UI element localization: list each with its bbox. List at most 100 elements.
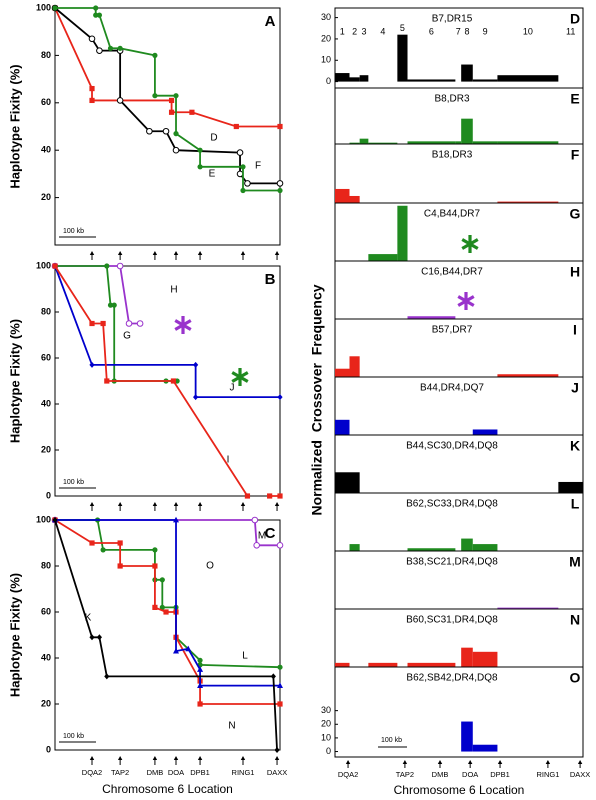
series-line	[54, 7, 280, 128]
panel-title: B62,SB42,DR4,DQ8	[406, 673, 498, 684]
y-tick-label: 20	[321, 33, 331, 43]
bar	[497, 141, 559, 144]
bar	[461, 721, 473, 752]
interval-label: 5	[400, 23, 405, 33]
point	[162, 127, 170, 135]
panel-label: L	[571, 496, 580, 512]
bar	[335, 73, 350, 82]
gene-label: DPB1	[490, 770, 510, 779]
series-label: G	[123, 331, 131, 342]
bar	[472, 141, 498, 144]
y-tick-label: 60	[41, 606, 51, 616]
point	[93, 5, 99, 11]
series-label: F	[255, 161, 261, 172]
panel-label: A	[265, 13, 276, 30]
point	[159, 577, 165, 583]
gene-arrow-head	[577, 760, 583, 764]
panel-title: B62,SC33,DR4,DQ8	[406, 499, 498, 510]
point	[96, 634, 103, 641]
point	[197, 147, 203, 153]
point	[152, 604, 158, 610]
gene-label: RING1	[536, 770, 559, 779]
gene-arrow-head	[545, 760, 551, 764]
y-tick-label: 40	[41, 398, 51, 408]
bar	[407, 316, 456, 319]
gene-arrow-head	[117, 756, 123, 760]
y-tick-label: 40	[41, 145, 51, 155]
y-tick-label: 0	[46, 744, 51, 754]
y-tick-label: 100	[36, 2, 51, 12]
y-tick-label: 0	[326, 76, 331, 86]
gene-label: DQA2	[82, 768, 102, 777]
point	[197, 666, 204, 672]
point	[270, 673, 276, 680]
y-tick-label: 20	[41, 192, 51, 202]
scale-bar-label: 100 kb	[63, 733, 84, 740]
point	[107, 45, 114, 51]
x-axis-label: Chromosome 6 Location	[102, 782, 233, 796]
point	[96, 47, 103, 54]
bar	[472, 79, 498, 82]
bar	[335, 419, 350, 435]
bar	[368, 142, 398, 144]
panel-title: B44,SC30,DR4,DQ8	[406, 441, 498, 452]
point	[274, 747, 280, 753]
star	[231, 371, 249, 383]
point	[89, 361, 95, 368]
point	[197, 657, 203, 663]
panel-label: B	[265, 271, 276, 288]
gene-arrow-head	[345, 760, 351, 764]
gene-arrow-head	[240, 502, 246, 506]
point	[89, 634, 95, 641]
bar	[472, 651, 498, 667]
y-tick-label: 80	[41, 306, 51, 316]
bar	[461, 64, 473, 82]
star	[457, 295, 475, 307]
panel-title: B60,SC31,DR4,DQ8	[406, 615, 498, 626]
panel-title: B57,DR7	[432, 325, 473, 336]
bar	[349, 142, 360, 144]
bar	[349, 77, 360, 82]
bar	[349, 472, 360, 493]
point	[116, 262, 124, 270]
gene-label: DOA	[168, 768, 184, 777]
point	[277, 701, 283, 707]
y-tick-label: 0	[46, 490, 51, 500]
gene-label: TAP2	[396, 770, 414, 779]
bar	[368, 254, 398, 261]
y-tick-label: 60	[41, 97, 51, 107]
point	[244, 493, 251, 499]
y-tick-label: 60	[41, 352, 51, 362]
point	[89, 85, 95, 92]
panel-label: E	[570, 91, 579, 107]
gene-arrow-head	[497, 760, 503, 764]
gene-arrow-head	[240, 251, 246, 255]
y-tick-label: 100	[36, 260, 51, 270]
series-line	[55, 265, 141, 325]
y-axis-label: Haplotype Fixity (%)	[7, 319, 22, 443]
point	[100, 320, 106, 327]
point	[89, 97, 95, 104]
interval-label: 9	[483, 26, 488, 36]
point	[52, 517, 58, 523]
scale-bar-label: 100 kb	[63, 228, 84, 235]
gene-arrow-head	[274, 756, 280, 760]
bar	[461, 647, 473, 667]
gene-arrow-head	[197, 502, 203, 506]
gene-arrow-head	[152, 251, 158, 255]
y-tick-label: 80	[41, 50, 51, 60]
bar	[359, 138, 369, 144]
y-tick-label: 100	[36, 514, 51, 524]
bar	[397, 34, 408, 82]
bar	[359, 75, 369, 82]
point	[117, 45, 123, 51]
point	[89, 540, 95, 546]
point	[152, 563, 158, 569]
y-tick-label: 30	[321, 705, 331, 715]
point	[189, 109, 195, 115]
gene-label: DMB	[432, 770, 449, 779]
gene-label: DAXX	[267, 768, 287, 777]
point	[168, 97, 175, 104]
panel-title: B8,DR3	[434, 94, 469, 105]
panel-title: B18,DR3	[432, 150, 473, 161]
